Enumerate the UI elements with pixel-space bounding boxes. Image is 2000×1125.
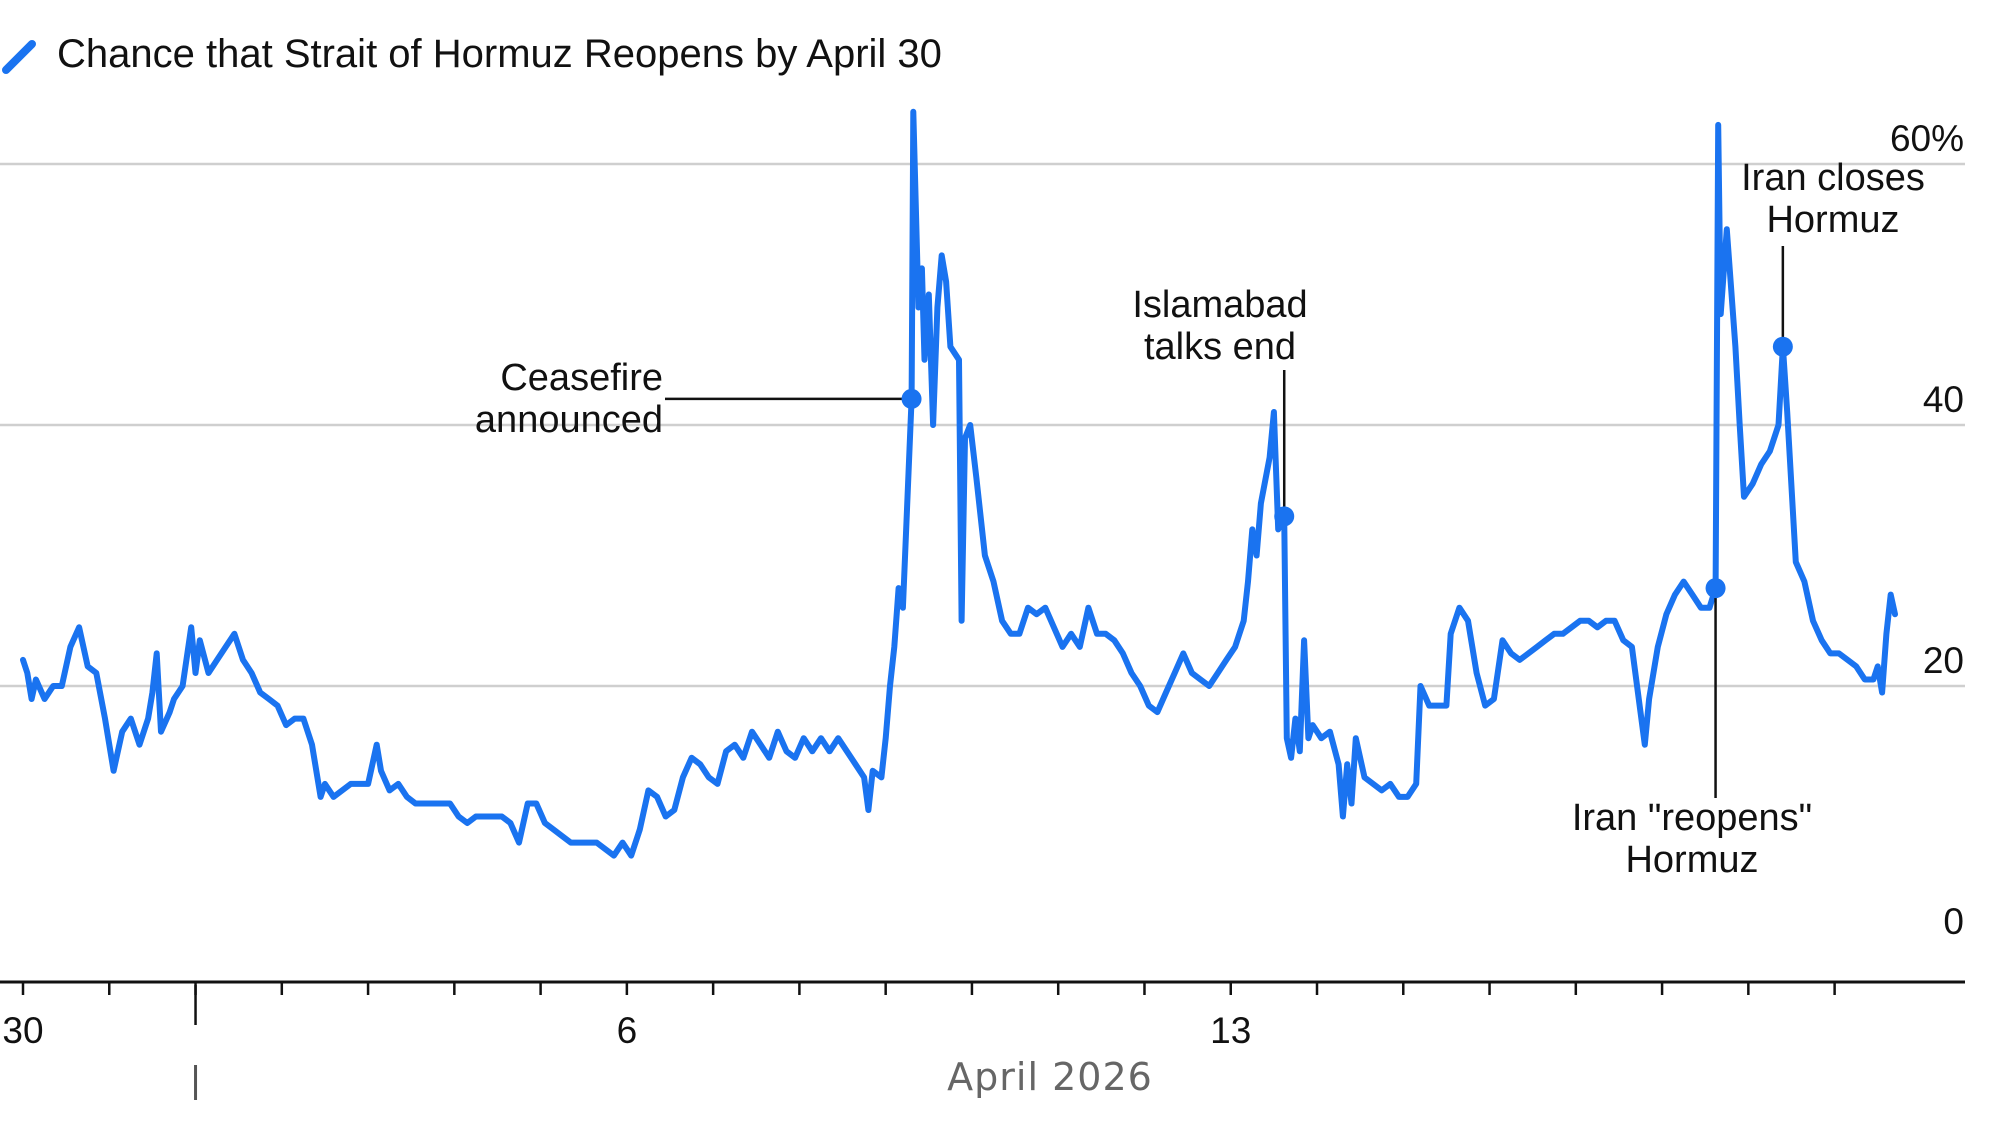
chart-title: Chance that Strait of Hormuz Reopens by …	[57, 32, 942, 76]
y-tick-label: 0	[1943, 901, 1964, 942]
x-axis-month-label: April 2026	[947, 1055, 1153, 1099]
annotations: Ceasefire announced Islamabad talks end Iran…	[475, 157, 1925, 881]
annotation-label-ceasefire: Ceasefire announced	[475, 357, 663, 441]
annotation-marker-closes	[1772, 336, 1793, 357]
legend-line-swatch	[2, 40, 36, 74]
y-tick-label: 40	[1923, 379, 1964, 420]
annotation-marker-reopens	[1705, 578, 1726, 599]
y-tick-label: 60%	[1890, 118, 1964, 159]
annotation-label-reopens: Iran "reopens" Hormuz	[1572, 797, 1812, 881]
y-tick-label: 20	[1923, 640, 1964, 681]
series-line	[20, 108, 1898, 859]
annotation-marker-islamabad	[1274, 506, 1295, 527]
y-axis: 0 20 40 60%	[1890, 118, 1964, 942]
x-tick-label: 30	[2, 1010, 43, 1051]
annotation-label-closes: Iran closes Hormuz	[1741, 157, 1925, 241]
annotation-label-islamabad: Islamabad talks end	[1132, 284, 1307, 368]
annotation-marker-ceasefire	[901, 388, 922, 409]
legend: Chance that Strait of Hormuz Reopens by …	[2, 32, 942, 76]
series-layer	[20, 108, 1898, 859]
x-axis: 30 6 13	[0, 980, 1965, 1100]
x-tick-label: 6	[617, 1010, 638, 1051]
x-tick-label: 13	[1210, 1010, 1251, 1051]
